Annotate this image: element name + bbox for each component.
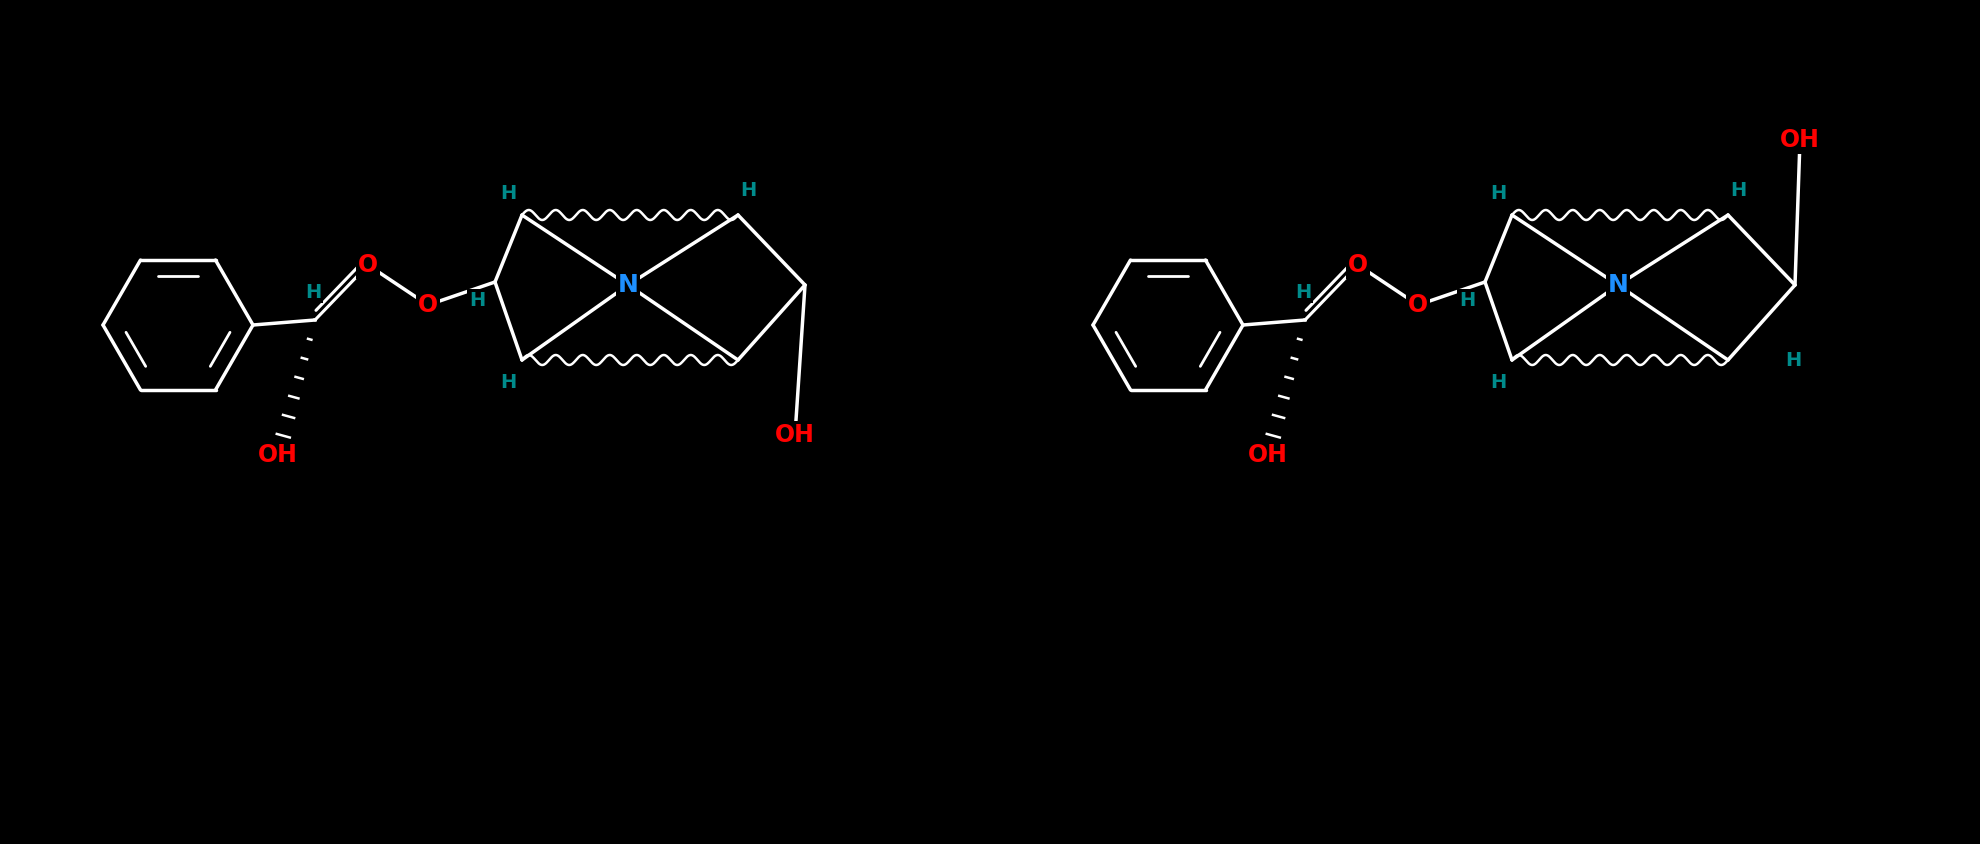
Text: H: H bbox=[305, 283, 321, 301]
Text: N: N bbox=[1608, 273, 1628, 297]
Text: H: H bbox=[1784, 350, 1802, 370]
Text: H: H bbox=[1489, 372, 1507, 392]
Text: O: O bbox=[358, 253, 378, 277]
Text: OH: OH bbox=[1247, 443, 1287, 467]
Text: H: H bbox=[1459, 290, 1475, 310]
Text: OH: OH bbox=[774, 423, 816, 447]
Text: H: H bbox=[469, 290, 485, 310]
Text: H: H bbox=[499, 183, 517, 203]
Text: H: H bbox=[1489, 183, 1507, 203]
Text: H: H bbox=[499, 372, 517, 392]
Text: O: O bbox=[418, 293, 438, 317]
Text: N: N bbox=[618, 273, 638, 297]
Text: H: H bbox=[1731, 181, 1746, 199]
Text: O: O bbox=[1408, 293, 1428, 317]
Text: O: O bbox=[1348, 253, 1368, 277]
Text: H: H bbox=[741, 181, 756, 199]
Text: OH: OH bbox=[257, 443, 297, 467]
Text: H: H bbox=[1295, 283, 1311, 301]
Text: OH: OH bbox=[1780, 128, 1820, 152]
